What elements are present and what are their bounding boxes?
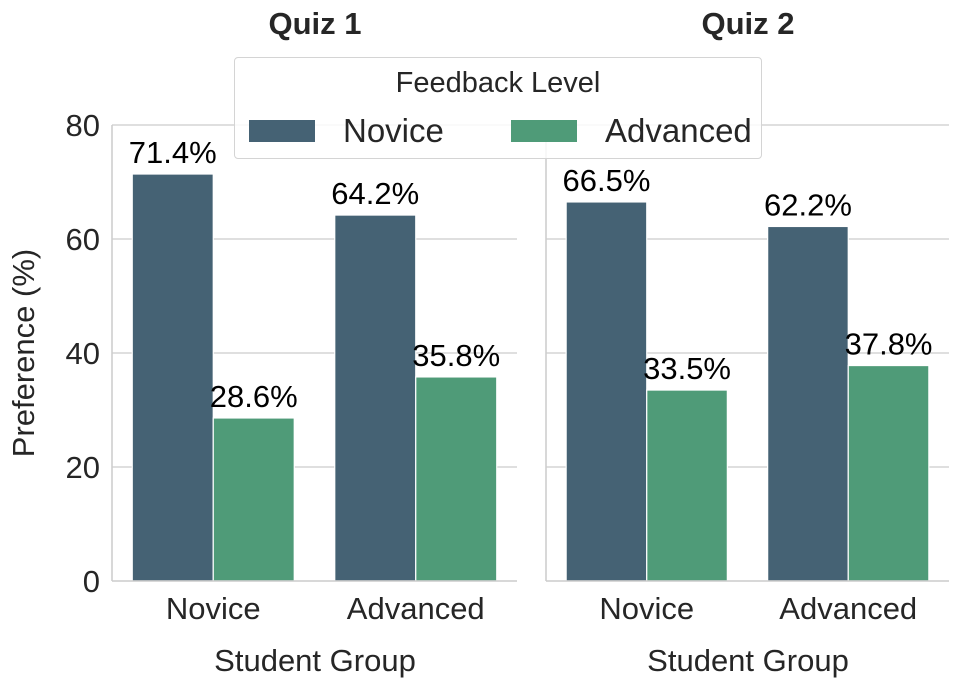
x-tick-label-p1-novice: Novice bbox=[166, 591, 261, 626]
y-tick-label-20: 20 bbox=[66, 450, 100, 485]
bar-p2-advanced-novice bbox=[767, 225, 849, 582]
value-label-p2-advanced-novice: 62.2% bbox=[764, 187, 852, 222]
bar-p2-novice-advanced bbox=[646, 389, 728, 582]
value-label-p1-novice-novice: 71.4% bbox=[129, 135, 217, 170]
bar-p2-novice-novice bbox=[565, 201, 648, 582]
bar-p1-novice-advanced bbox=[212, 417, 295, 582]
value-label-p2-novice-advanced: 33.5% bbox=[643, 351, 731, 386]
value-label-p2-novice-novice: 66.5% bbox=[562, 163, 650, 198]
bar-p1-advanced-novice bbox=[334, 214, 417, 582]
x-tick-label-p2-advanced: Advanced bbox=[779, 591, 917, 626]
value-label-p2-advanced-advanced: 37.8% bbox=[845, 327, 933, 362]
y-tick-label-80: 80 bbox=[66, 108, 100, 143]
legend-swatch-novice bbox=[249, 120, 315, 142]
x-tick-label-p1-advanced: Advanced bbox=[347, 591, 485, 626]
y-tick-label-60: 60 bbox=[66, 222, 100, 257]
x-axis-label-p1: Student Group bbox=[214, 643, 416, 678]
legend-title: Feedback Level bbox=[395, 67, 601, 99]
bar-p1-advanced-advanced bbox=[415, 376, 498, 582]
legend-label-novice: Novice bbox=[343, 112, 444, 149]
value-label-p1-advanced-novice: 64.2% bbox=[331, 176, 419, 211]
x-axis-label-p2: Student Group bbox=[647, 643, 849, 678]
y-axis-label: Preference (%) bbox=[6, 249, 41, 457]
y-tick-label-0: 0 bbox=[83, 564, 100, 599]
legend-swatch-advanced bbox=[511, 120, 577, 142]
value-label-p1-novice-advanced: 28.6% bbox=[210, 379, 298, 414]
panel-title-p2: Quiz 2 bbox=[701, 6, 794, 41]
legend: Feedback Level Novice Advanced bbox=[234, 57, 762, 159]
y-tick-label-40: 40 bbox=[66, 336, 100, 371]
bar-p2-advanced-advanced bbox=[847, 364, 930, 582]
value-label-p1-advanced-advanced: 35.8% bbox=[412, 338, 500, 373]
bar-p1-novice-novice bbox=[131, 173, 214, 582]
panel-title-p1: Quiz 1 bbox=[268, 6, 361, 41]
legend-label-advanced: Advanced bbox=[605, 112, 752, 149]
x-tick-label-p2-novice: Novice bbox=[599, 591, 694, 626]
